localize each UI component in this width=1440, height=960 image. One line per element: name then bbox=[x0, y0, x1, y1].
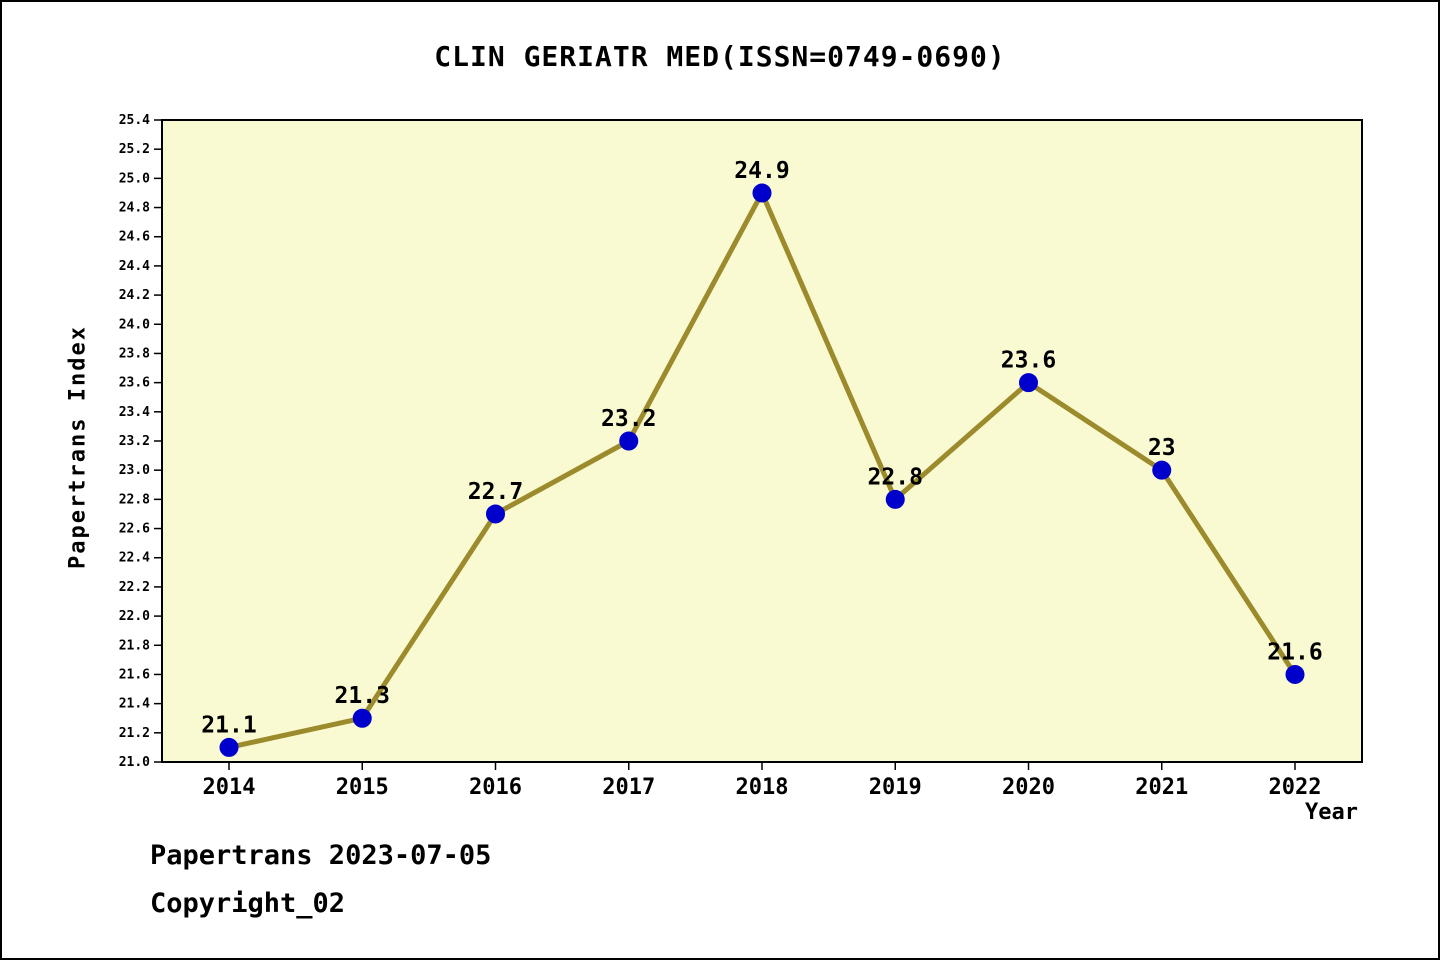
footer-source-date: Papertrans 2023-07-05 bbox=[150, 840, 492, 871]
x-tick-label: 2017 bbox=[602, 775, 655, 800]
x-tick-label: 2018 bbox=[736, 775, 789, 800]
x-axis-title: Year bbox=[1305, 800, 1358, 825]
y-tick-label: 22.0 bbox=[119, 609, 150, 624]
x-tick-label: 2014 bbox=[203, 775, 256, 800]
y-tick-label: 24.6 bbox=[119, 230, 150, 245]
y-tick-label: 21.2 bbox=[119, 726, 150, 741]
y-tick-label: 24.2 bbox=[119, 288, 150, 303]
y-tick-label: 23.4 bbox=[119, 405, 150, 420]
point-label: 23 bbox=[1148, 435, 1176, 461]
y-tick-label: 22.8 bbox=[119, 492, 150, 507]
y-tick-label: 22.2 bbox=[119, 580, 150, 595]
data-point bbox=[885, 489, 905, 509]
plot-frame bbox=[161, 119, 1363, 763]
y-tick-label: 23.0 bbox=[119, 463, 150, 478]
x-tick-label: 2022 bbox=[1269, 775, 1322, 800]
point-label: 21.6 bbox=[1267, 639, 1322, 665]
point-label: 22.8 bbox=[868, 464, 923, 490]
x-tick-label: 2019 bbox=[869, 775, 922, 800]
data-point bbox=[486, 504, 505, 524]
y-tick-label: 22.4 bbox=[119, 551, 150, 566]
footer-copyright: Copyright_02 bbox=[150, 888, 346, 919]
point-label: 21.1 bbox=[201, 712, 256, 738]
point-label: 21.3 bbox=[335, 683, 390, 709]
y-tick-label: 24.0 bbox=[119, 317, 150, 332]
y-axis-title: Papertrans Index bbox=[65, 325, 91, 569]
y-tick-label: 21.8 bbox=[119, 638, 150, 653]
point-label: 24.9 bbox=[734, 158, 789, 184]
x-tick-label: 2021 bbox=[1135, 775, 1188, 800]
data-point bbox=[1019, 373, 1038, 393]
y-tick-label: 23.8 bbox=[119, 346, 150, 361]
point-label: 23.2 bbox=[601, 406, 656, 432]
y-tick-label: 21.6 bbox=[119, 667, 150, 682]
data-point bbox=[1285, 664, 1305, 684]
x-tick-label: 2015 bbox=[336, 775, 389, 800]
y-tick-label: 23.6 bbox=[119, 376, 150, 391]
point-label: 22.7 bbox=[468, 479, 523, 505]
y-tick-label: 23.2 bbox=[119, 434, 150, 449]
data-point bbox=[752, 183, 772, 203]
data-point bbox=[352, 708, 372, 728]
y-tick-label: 24.4 bbox=[119, 259, 150, 274]
y-tick-label: 25.4 bbox=[119, 113, 150, 128]
y-tick-label: 21.4 bbox=[119, 697, 150, 712]
data-point bbox=[219, 737, 239, 757]
y-tick-label: 24.8 bbox=[119, 201, 150, 216]
y-tick-label: 25.0 bbox=[119, 171, 150, 186]
x-tick-label: 2020 bbox=[1002, 775, 1055, 800]
x-tick-label: 2016 bbox=[469, 775, 522, 800]
chart-title: CLIN GERIATR MED(ISSN=0749-0690) bbox=[434, 40, 1006, 73]
point-label: 23.6 bbox=[1001, 348, 1056, 374]
y-tick-label: 22.6 bbox=[119, 522, 150, 537]
plot-background bbox=[162, 120, 1362, 762]
data-point bbox=[1152, 460, 1172, 480]
data-point bbox=[619, 431, 639, 451]
y-tick-label: 25.2 bbox=[119, 142, 150, 157]
y-tick-label: 21.0 bbox=[119, 755, 150, 770]
